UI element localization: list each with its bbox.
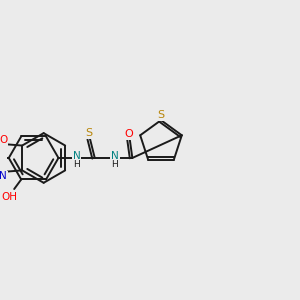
Text: N: N [111, 152, 119, 161]
Text: OH: OH [2, 192, 17, 202]
Text: N: N [0, 171, 7, 182]
Text: O: O [125, 129, 134, 139]
Text: H: H [73, 160, 80, 169]
Text: O: O [0, 135, 8, 145]
Text: S: S [85, 128, 92, 138]
Text: S: S [158, 110, 165, 120]
Text: N: N [73, 152, 80, 161]
Text: H: H [111, 160, 118, 169]
